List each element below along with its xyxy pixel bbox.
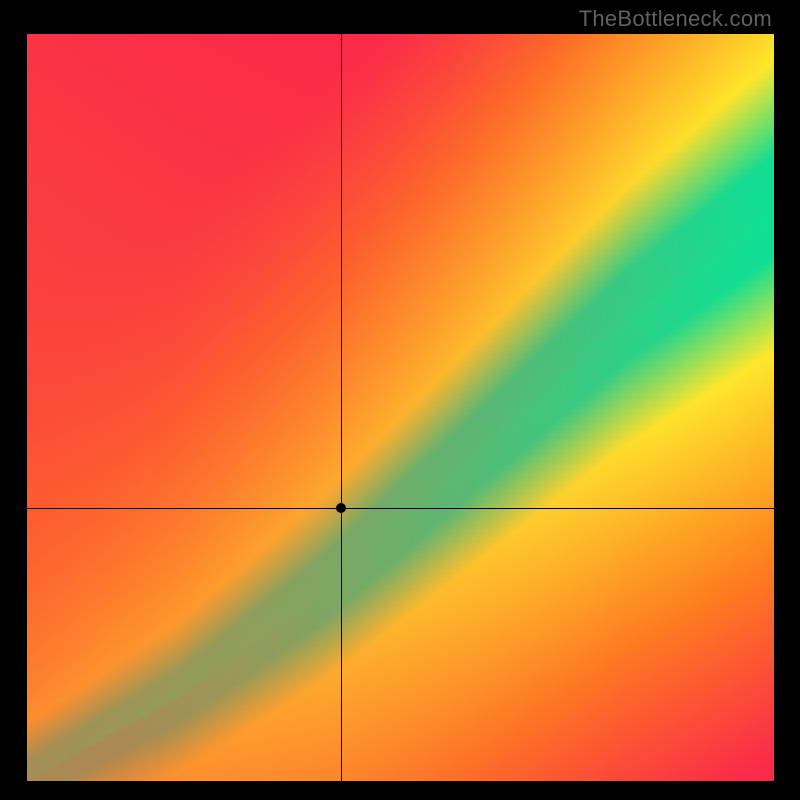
heatmap-canvas: [27, 34, 774, 781]
crosshair-horizontal: [27, 508, 774, 509]
crosshair-marker: [336, 503, 346, 513]
heatmap-plot: [27, 34, 774, 781]
watermark-text: TheBottleneck.com: [579, 6, 772, 32]
crosshair-vertical: [341, 34, 342, 781]
